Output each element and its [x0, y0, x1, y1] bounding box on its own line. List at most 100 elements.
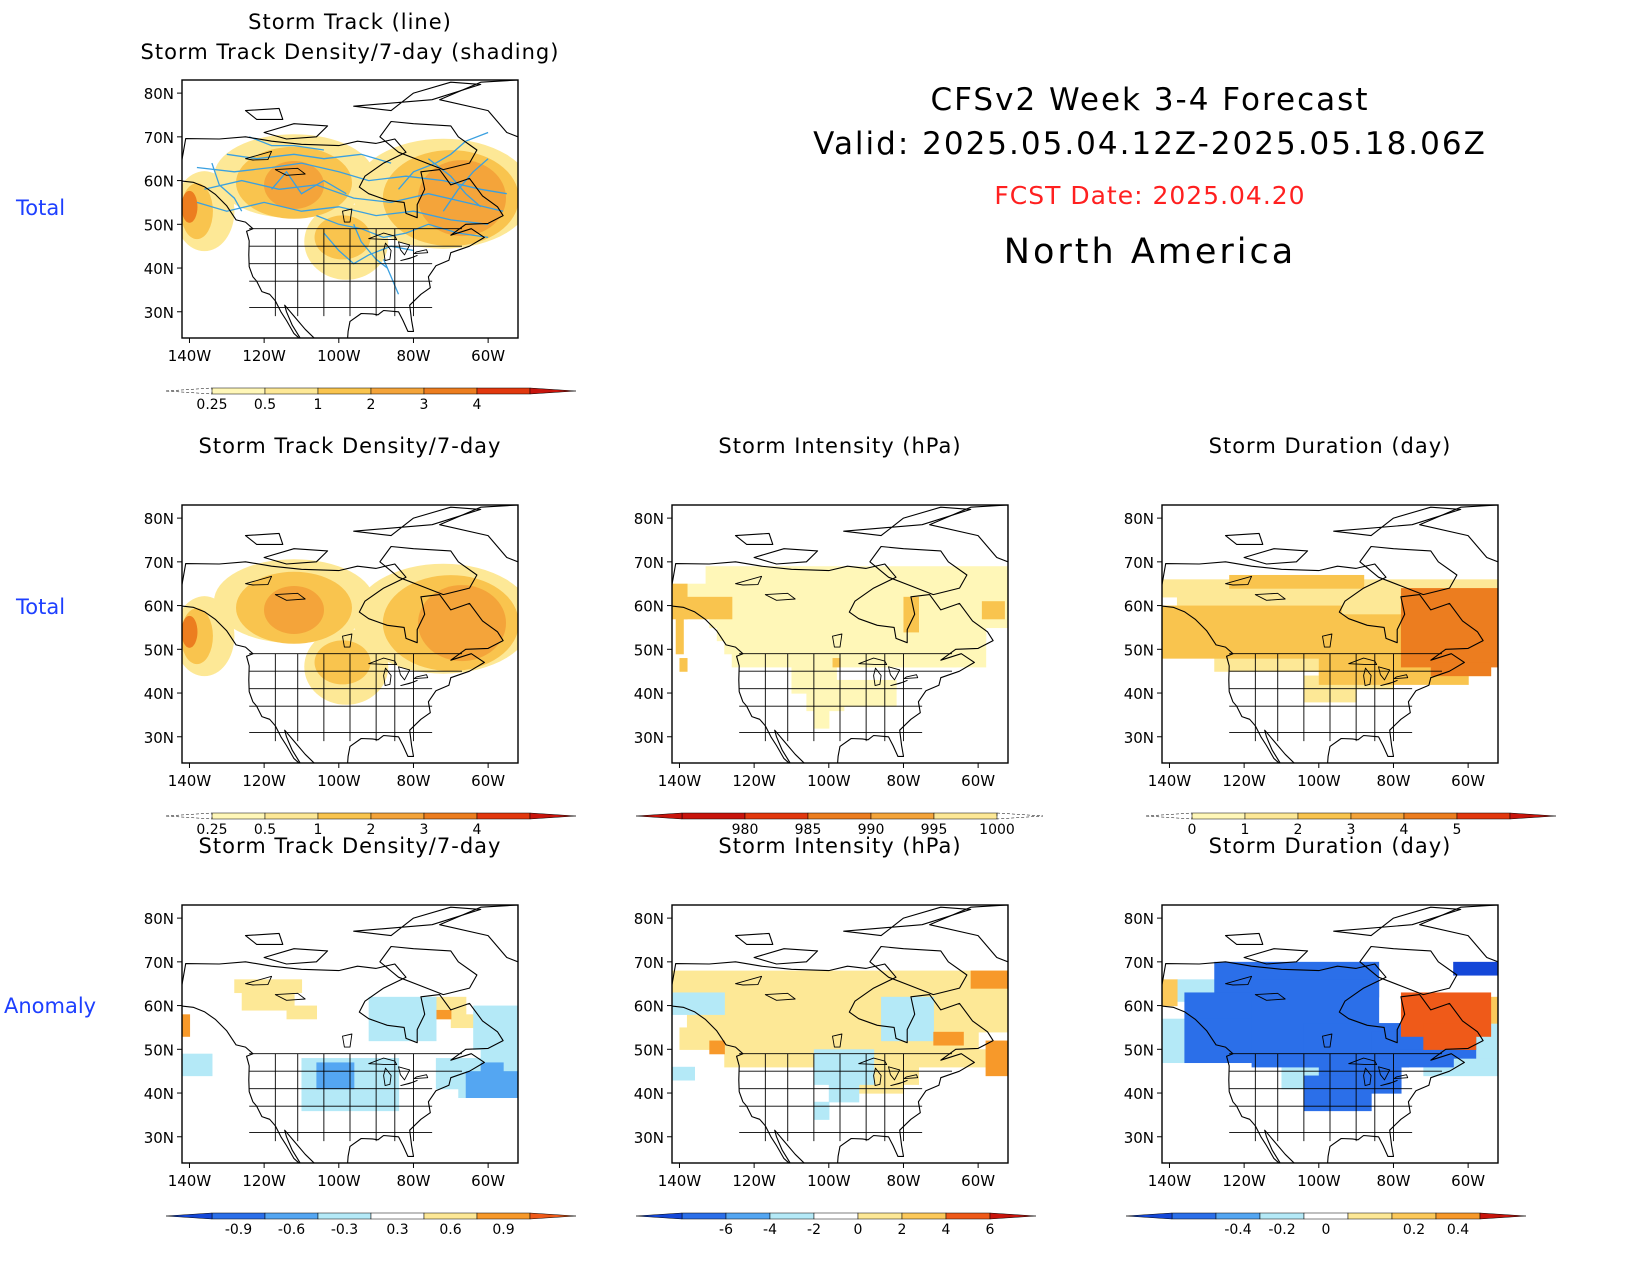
grid-cell: [1393, 1049, 1454, 1068]
coastline: [753, 948, 819, 965]
lat-tick-label: 80N: [144, 85, 174, 103]
lon-tick-label: 140W: [168, 772, 212, 790]
grid-cell: [985, 1040, 1008, 1077]
colorbar-label: -4: [763, 1222, 777, 1238]
grid-cell: [234, 979, 303, 994]
colorbar-segment: [725, 1212, 771, 1220]
coastline: [1162, 961, 1484, 1163]
colorbar-label: 1000: [979, 822, 1015, 838]
colorbar-label: 4: [473, 397, 482, 413]
map-panel-duration-total: 80N 70N 60N 50N 40N 30N 140W 120W 100W 80W 60W 0 1 2 3…: [1124, 504, 1557, 838]
coastline: [1333, 506, 1462, 537]
colorbar-label: 3: [420, 822, 429, 838]
grid-cell: [672, 970, 1008, 989]
grid-cell: [1423, 1023, 1477, 1050]
map-panel-density-anomaly: 80N 70N 60N 50N 40N 30N 140W 120W 100W 80W 60W -0.9…: [144, 904, 577, 1238]
lon-tick-label: 60W: [471, 1172, 505, 1190]
coastline: [439, 505, 518, 563]
lon-tick-label: 60W: [471, 772, 505, 790]
lake-outline: [1393, 1074, 1409, 1080]
colorbar-arrow-right: [529, 812, 577, 820]
colorbar-segment: [264, 812, 319, 820]
lat-tick-label: 50N: [144, 641, 174, 659]
lake-outline: [832, 633, 843, 648]
colorbar-segment: [1259, 1212, 1305, 1220]
coastline: [182, 136, 504, 338]
lon-tick-label: 140W: [1148, 772, 1192, 790]
colorbar-label: -0.3: [331, 1222, 358, 1238]
colorbar-label: 3: [420, 397, 429, 413]
coastline: [244, 107, 284, 120]
colorbar-segment: [370, 1212, 425, 1220]
lon-tick-label: 120W: [1222, 772, 1266, 790]
lon-tick-label: 140W: [658, 772, 702, 790]
colorbar-label: -6: [719, 1222, 733, 1238]
colorbar-segment: [370, 387, 425, 395]
shading-region: [314, 215, 371, 260]
lake-outline: [1348, 657, 1378, 666]
colorbar-label: 4: [473, 822, 482, 838]
colorbar: 980 985 990 995 1000: [635, 812, 1044, 838]
coastline: [1359, 545, 1458, 596]
coastline: [244, 532, 284, 545]
lon-tick-label: 120W: [242, 1172, 286, 1190]
row-label-total-2: Total: [16, 595, 66, 619]
lat-tick-label: 30N: [144, 729, 174, 747]
grid-cell: [1453, 961, 1498, 976]
lon-tick-label: 80W: [397, 1172, 431, 1190]
grid-cell: [903, 596, 919, 633]
coastline: [379, 545, 478, 596]
lat-tick-label: 50N: [1124, 641, 1154, 659]
grid-cell: [450, 1014, 474, 1029]
colorbar-segment: [423, 812, 478, 820]
colorbar-segment: [681, 812, 746, 820]
grid-cell: [709, 614, 1008, 629]
lat-tick-label: 70N: [634, 954, 664, 972]
colorbar-arrow-left: [165, 1212, 213, 1220]
colorbar-label: 990: [858, 822, 885, 838]
colorbar-segment: [813, 1212, 859, 1220]
colorbar-arrow-left: [635, 812, 683, 820]
colorbar-segment: [807, 812, 872, 820]
grid-cell: [1184, 1018, 1260, 1064]
storm-track-line: [383, 259, 400, 295]
panel2-title: Storm Track Density/7-day: [198, 434, 502, 458]
grid-cell: [1229, 574, 1365, 589]
lake-outline: [342, 633, 353, 648]
grid-cell: [970, 970, 1008, 989]
grid-cell: [672, 583, 1008, 602]
colorbar-arrow-left: [165, 812, 213, 820]
lon-tick-label: 140W: [168, 347, 212, 365]
lake-outline: [1322, 1033, 1333, 1048]
colorbar-label: 0.4: [1447, 1222, 1469, 1238]
colorbar-segment: [1347, 1212, 1393, 1220]
lat-tick-label: 30N: [1124, 1129, 1154, 1147]
lat-tick-label: 40N: [634, 685, 664, 703]
colorbar-segment: [857, 1212, 903, 1220]
colorbar-label: -0.9: [225, 1222, 252, 1238]
coastline: [929, 505, 1008, 563]
lake-outline: [832, 1033, 843, 1048]
coastline: [439, 905, 518, 963]
grid-cell: [368, 996, 437, 1042]
colorbar-segment: [476, 1212, 531, 1220]
lake-outline: [873, 667, 882, 687]
colorbar-segment: [1244, 812, 1299, 820]
coastline: [1419, 905, 1498, 963]
coastline: [263, 548, 329, 565]
lat-tick-label: 40N: [144, 1085, 174, 1103]
colorbar-segment: [317, 387, 372, 395]
lat-tick-label: 80N: [634, 910, 664, 928]
colorbar-label: -0.2: [1268, 1222, 1295, 1238]
grid-cell: [981, 601, 1005, 620]
shading-region: [182, 190, 198, 223]
coastline: [353, 906, 482, 937]
coastline: [244, 932, 284, 945]
lake-outline: [1380, 679, 1398, 687]
colorbar: -0.9 -0.6 -0.3 0.3 0.6 0.9: [165, 1212, 577, 1238]
region-name: North America: [1003, 232, 1297, 272]
panel4-title: Storm Duration (day): [1208, 434, 1452, 458]
lat-tick-label: 60N: [1124, 598, 1154, 616]
colorbar-segment: [1456, 812, 1511, 820]
grid-cell: [1162, 605, 1342, 659]
